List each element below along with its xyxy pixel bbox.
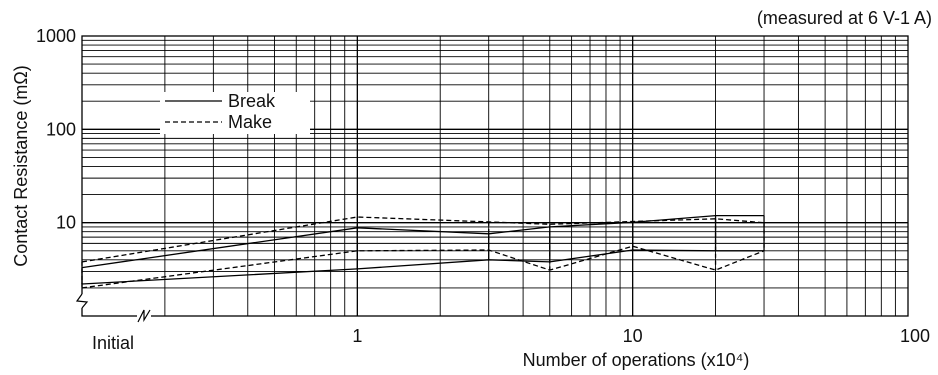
x-axis-label: Number of operations (x10⁴): [523, 350, 750, 370]
x-axis-break-zigzag: [137, 309, 151, 323]
x-tick-label: 10: [623, 326, 643, 346]
y-axis-break-mark: [75, 293, 151, 323]
legend-label-break: Break: [228, 91, 276, 111]
plot-frame: [81, 35, 909, 317]
tick-labels: 10 100 1000 Initial 1 10 100: [36, 26, 930, 353]
x-tick-label: Initial: [92, 333, 134, 353]
legend-box: [160, 92, 310, 134]
y-tick-label: 10: [56, 213, 76, 233]
y-tick-label: 100: [46, 119, 76, 139]
x-tick-label: 1: [352, 326, 362, 346]
series-line-break-min: [81, 249, 764, 285]
series-line-make-max: [81, 216, 765, 263]
y-axis-label: Contact Resistance (mΩ): [11, 65, 31, 267]
measurement-note: (measured at 6 V-1 A): [757, 8, 932, 28]
y-tick-label: 1000: [36, 26, 76, 46]
axis-break-zigzag: [75, 293, 89, 309]
grid: [82, 36, 908, 316]
x-tick-label: 100: [900, 326, 930, 346]
series-lines: [81, 214, 765, 289]
legend-label-make: Make: [228, 112, 272, 132]
